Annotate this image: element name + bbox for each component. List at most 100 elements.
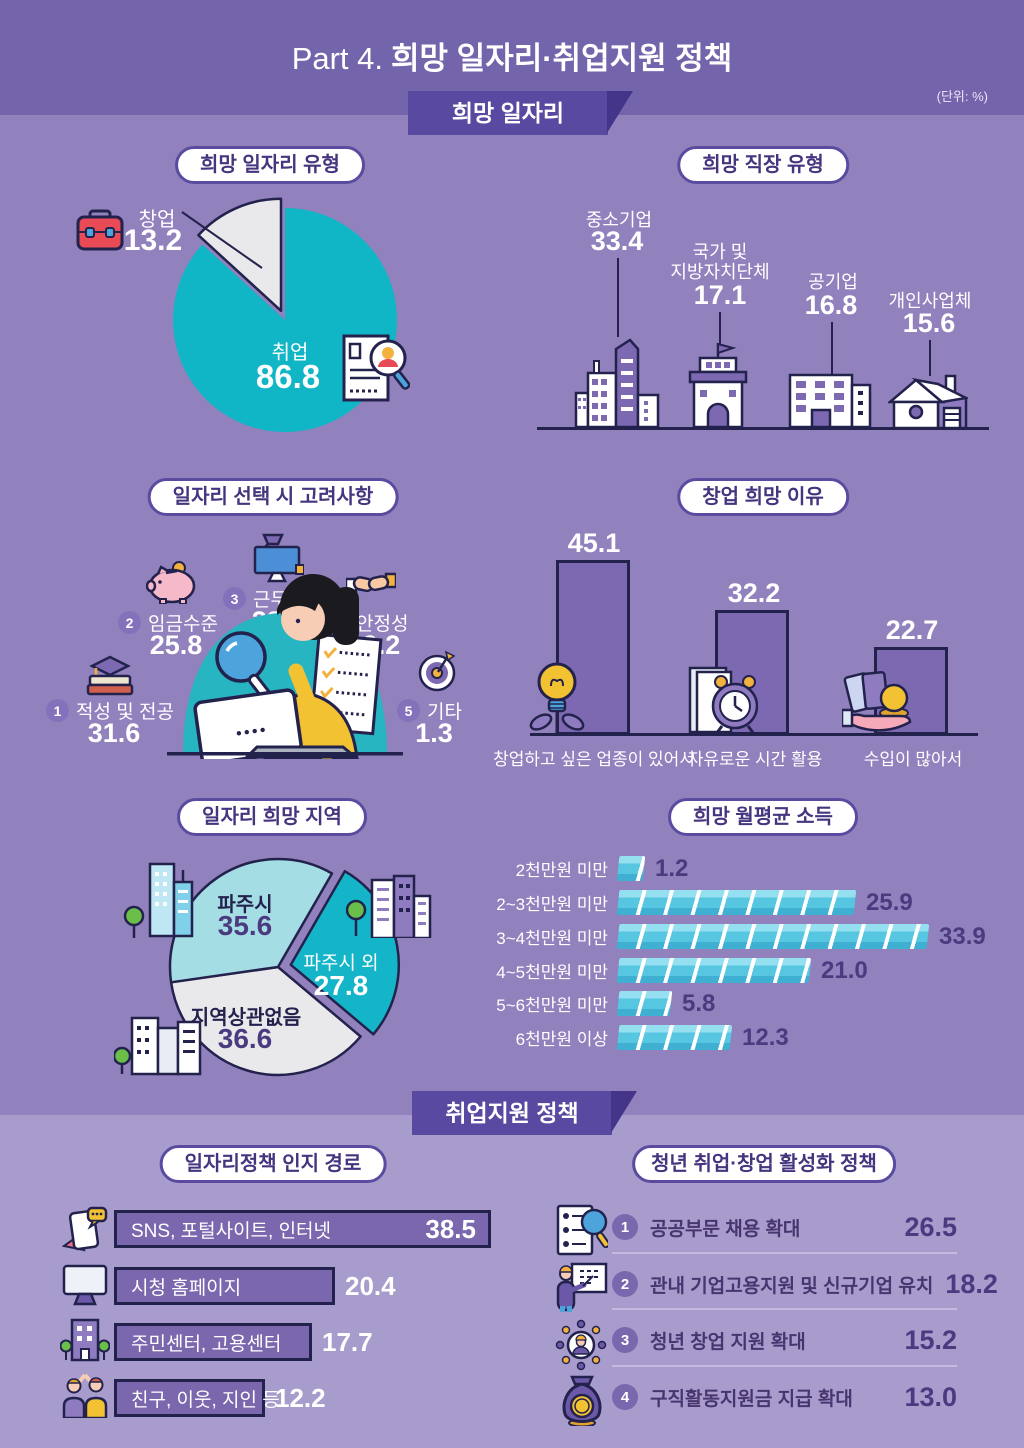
income-bar [616, 856, 646, 881]
workplace-label: 중소기업 [585, 210, 653, 230]
axis-line [530, 733, 978, 736]
youth-policy-row: 1 공공부문 채용 확대 26.5 [612, 1204, 957, 1250]
workplace-label: 공기업 [808, 272, 858, 292]
income-value: 21.0 [821, 956, 868, 984]
startup-bar-value: 45.1 [567, 528, 621, 558]
books-gradcap-icon [86, 655, 134, 696]
income-bar [616, 890, 857, 915]
awareness-row: 주민센터, 고용센터 17.7 [114, 1323, 373, 1361]
workplace-label: 국가 및 [692, 242, 748, 262]
awareness-category: 주민센터, 고용센터 [131, 1333, 282, 1355]
workplace-label: 지방자치단체 [670, 262, 770, 282]
ribbon-hope-jobs: 희망 일자리 [408, 91, 608, 135]
awareness-value: 12.2 [275, 1382, 326, 1413]
person-network-icon [555, 1319, 607, 1371]
pie-slice-value: 86.8 [255, 358, 321, 395]
awareness-bar: 친구, 이웃, 지인 등 [114, 1379, 280, 1417]
badge-job-type: 희망 일자리 유형 [175, 146, 365, 184]
income-bar [616, 958, 812, 983]
badge-considerations: 일자리 선택 시 고려사항 [147, 478, 399, 516]
youth-policy-value: 26.5 [904, 1211, 957, 1242]
awareness-value: 17.7 [322, 1326, 373, 1357]
youth-policy-label: 청년 창업 지원 확대 [650, 1331, 806, 1353]
divider [612, 1365, 957, 1367]
rank-circle: 3 [223, 587, 246, 610]
awareness-row: 시청 홈페이지 20.4 [114, 1267, 396, 1305]
income-row: 3~4천만원 미만 33.9 [450, 923, 985, 950]
rank-circle: 2 [612, 1271, 638, 1297]
briefcase-icon [76, 209, 124, 251]
youth-policy-label: 관내 기업고용지원 및 신규기업 유치 [650, 1275, 934, 1297]
leader-line [831, 322, 833, 374]
workplace-value: 15.6 [902, 308, 956, 338]
smartphone-chat-icon [62, 1206, 108, 1252]
city-buildings-icon [346, 874, 432, 938]
income-category: 3~4천만원 미만 [496, 929, 608, 948]
dart-target-icon [418, 650, 456, 692]
job-type-pie-chart [173, 197, 398, 432]
consideration-item: 5 기타 [397, 697, 462, 724]
consideration-value: 1.3 [415, 718, 453, 748]
consideration-value: 31.6 [87, 718, 141, 748]
youth-policy-row: 3 청년 창업 지원 확대 15.2 [612, 1317, 957, 1363]
startup-bar-value: 32.2 [727, 578, 781, 608]
awareness-row: 친구, 이웃, 지인 등 12.2 [114, 1379, 326, 1417]
pie-slice-label: 창업 [138, 209, 176, 231]
hand-coins-icon [842, 670, 912, 732]
rank-circle: 5 [397, 699, 420, 722]
pie-slice-label: 파주시 외 [303, 953, 379, 974]
startup-bar-category: 수입이 많아서 [863, 750, 963, 769]
woman-searching-illustration [167, 574, 403, 759]
startup-reason-bar [556, 560, 630, 735]
income-category: 2천만원 미만 [515, 861, 608, 880]
rank-circle: 1 [612, 1214, 638, 1240]
income-value: 12.3 [742, 1023, 789, 1051]
rank-circle: 2 [118, 611, 141, 634]
pie-slice-value: 27.8 [313, 970, 369, 1001]
awareness-value: 20.4 [345, 1270, 396, 1301]
resume-magnifier-icon [342, 334, 410, 402]
ground-line [537, 427, 989, 430]
income-row: 5~6천만원 미만 5.8 [450, 990, 715, 1017]
youth-policy-label: 공공부문 채용 확대 [650, 1218, 801, 1240]
income-row: 6천만원 이상 12.3 [450, 1024, 789, 1051]
youth-policy-row: 4 구직활동지원금 지급 확대 13.0 [612, 1374, 957, 1420]
awareness-value: 38.5 [425, 1213, 476, 1244]
startup-bar-value: 22.7 [885, 615, 939, 645]
awareness-bar: 주민센터, 고용센터 [114, 1323, 312, 1361]
income-category: 4~5천만원 미만 [496, 963, 608, 982]
ribbon-employment-policy: 취업지원 정책 [412, 1091, 612, 1135]
awareness-bar: 시청 홈페이지 [114, 1267, 335, 1305]
income-value: 1.2 [655, 854, 689, 882]
workplace-label: 개인사업체 [888, 291, 972, 311]
resume-magnifier-icon [556, 1204, 608, 1256]
youth-policy-value: 18.2 [945, 1268, 998, 1299]
pie-slice-value: 36.6 [217, 1023, 273, 1054]
income-value: 5.8 [682, 989, 716, 1017]
badge-youth-policy: 청년 취업·창업 활성화 정책 [632, 1145, 896, 1183]
consideration-item: 2 임금수준 [118, 609, 218, 636]
lightbulb-sprout-icon [529, 662, 585, 736]
awareness-row: SNS, 포털사이트, 인터넷 38.5 [114, 1210, 491, 1248]
presenter-whiteboard-icon [556, 1262, 608, 1312]
pie-slice-label: 취업 [271, 342, 309, 364]
rank-circle: 3 [612, 1327, 638, 1353]
government-building-icon [688, 342, 748, 428]
awareness-category: 친구, 이웃, 지인 등 [131, 1389, 280, 1411]
piggy-bank-icon [146, 561, 196, 604]
income-row: 4~5천만원 미만 21.0 [450, 956, 868, 984]
alarm-clock-papers-icon [688, 666, 758, 735]
workplace-value: 33.4 [590, 226, 644, 256]
awareness-bar: SNS, 포털사이트, 인터넷 38.5 [114, 1210, 491, 1248]
consideration-label: 임금수준 [148, 614, 218, 635]
leader-line [719, 312, 721, 349]
community-center-icon [60, 1318, 110, 1362]
youth-policy-row: 2 관내 기업고용지원 및 신규기업 유치 18.2 [612, 1261, 998, 1307]
consideration-label: 기타 [427, 702, 462, 723]
page-title: Part 4. 희망 일자리·취업지원 정책 [0, 33, 1024, 78]
page-title-text: 희망 일자리·취업지원 정책 [391, 41, 733, 76]
divider [612, 1252, 957, 1254]
pie-slice-value: 13.2 [123, 224, 183, 257]
consideration-value: 25.8 [149, 630, 203, 660]
